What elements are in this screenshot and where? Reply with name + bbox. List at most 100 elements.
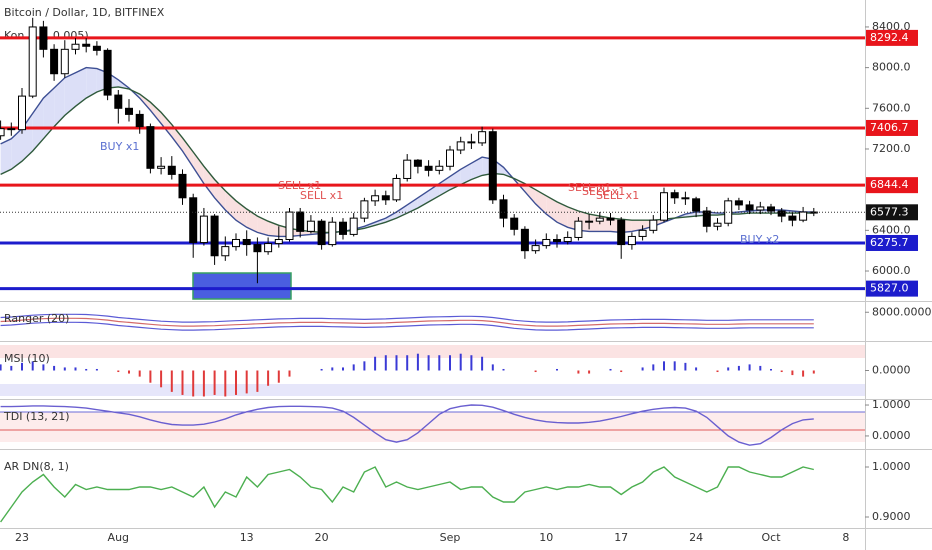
candle-body [114, 94, 123, 109]
candle-body [446, 149, 454, 167]
candle-body [734, 200, 743, 206]
candle-body [39, 26, 48, 50]
level-box [866, 177, 918, 194]
last-price-box [866, 204, 918, 221]
candle-body [660, 192, 668, 221]
candle-body [617, 219, 626, 246]
candle-body [50, 48, 59, 75]
candle-body [670, 192, 679, 199]
candle-body [82, 43, 91, 47]
x-tick-label: 13 [240, 531, 254, 544]
cloud [557, 201, 568, 228]
indicator-line [0, 86, 814, 234]
tdi-band [0, 412, 865, 442]
x-tick-label: Oct [761, 531, 781, 544]
zone-box [192, 272, 292, 300]
cloud [203, 166, 215, 198]
x-tick-label: 17 [614, 531, 628, 544]
candle-body [264, 243, 273, 253]
candle-body [28, 26, 37, 97]
candle-body [135, 113, 144, 128]
cloud [535, 189, 547, 215]
candle-body [627, 235, 636, 246]
annotation: BUY x2 [740, 233, 779, 246]
level-box [866, 280, 918, 297]
candle-body [777, 210, 786, 217]
candle-body [467, 141, 476, 144]
cloud [385, 212, 397, 223]
candle-body [328, 221, 337, 246]
candle-body [232, 238, 240, 248]
candle-body [253, 244, 262, 253]
candle-body [157, 165, 166, 169]
candle-body [371, 195, 380, 202]
candle-body [167, 165, 176, 175]
candle-body [713, 222, 722, 227]
cloud [257, 216, 269, 236]
x-tick-label: Sep [440, 531, 461, 544]
y-tick-label: 8400.0 [872, 20, 911, 33]
level-label: 8292.4 [870, 31, 909, 44]
x-tick-label: 23 [15, 531, 29, 544]
y-tick-label: 1.0000 [872, 460, 911, 473]
candle-body [767, 206, 775, 212]
y-tick-label: 1.0000 [872, 398, 911, 411]
level-label: 6275.7 [870, 236, 909, 249]
level-label: 6844.4 [870, 178, 909, 191]
cloud [54, 77, 65, 127]
x-tick-label: 8 [842, 531, 849, 544]
chart-title: Bitcoin / Dollar, 1D, BITFINEX [4, 6, 165, 19]
cloud [471, 157, 483, 180]
cloud [193, 152, 204, 184]
candle-body [692, 198, 701, 212]
y-tick-label: 0.0000 [872, 429, 911, 442]
cloud [631, 220, 643, 232]
candle-body [178, 173, 187, 199]
x-tick-label: 10 [539, 531, 553, 544]
y-tick-label: 6000.0 [872, 264, 911, 277]
pane-title: AR DN(8, 1) [4, 460, 69, 473]
candle-body [649, 219, 658, 231]
cloud [0, 138, 12, 175]
level-box [866, 234, 918, 251]
candle-body [488, 131, 497, 201]
y-tick-label: 0.9000 [872, 510, 911, 523]
candle-body [103, 49, 112, 96]
cloud [161, 112, 172, 137]
level-box [866, 29, 918, 46]
candle-body [296, 211, 305, 232]
candle-body [60, 48, 69, 75]
candle-body [413, 159, 422, 167]
candle-body [125, 107, 133, 115]
ranger-line [0, 313, 814, 323]
candle-body [606, 217, 615, 221]
candle-body [510, 217, 519, 230]
indicator-line [0, 404, 814, 446]
indicator-line [0, 466, 814, 523]
candle-body [638, 229, 647, 237]
pane-title: TDI (13, 21) [3, 410, 70, 423]
candle-body [306, 220, 315, 232]
candle-body [0, 128, 5, 137]
level-label: 5827.0 [870, 282, 909, 295]
cloud [171, 124, 183, 152]
cloud [150, 102, 162, 124]
annotation: SELL x1 [596, 189, 639, 202]
candle-body [799, 211, 808, 221]
indicator-line [0, 66, 814, 238]
candle-body [189, 197, 198, 244]
cloud [417, 190, 429, 208]
level-box [866, 119, 918, 136]
candle-body [499, 199, 508, 219]
candle-body [317, 220, 326, 246]
candle-body [7, 128, 16, 131]
candle-body [574, 220, 583, 238]
candle-body [553, 238, 561, 243]
candle-body [199, 215, 208, 244]
cloud [11, 128, 22, 170]
candle-body [339, 221, 347, 235]
cloud [375, 218, 386, 226]
y-tick-label: 7200.0 [872, 142, 911, 155]
